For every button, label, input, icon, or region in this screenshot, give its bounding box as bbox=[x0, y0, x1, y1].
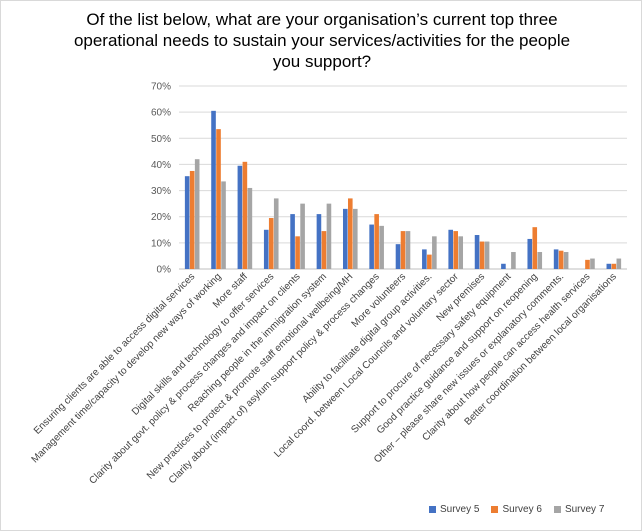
y-tick-label: 10% bbox=[151, 238, 171, 249]
bar-survey-5 bbox=[237, 165, 243, 269]
bar-survey-6 bbox=[532, 227, 538, 269]
bar-survey-7 bbox=[247, 187, 253, 269]
bar-survey-5 bbox=[553, 249, 559, 269]
legend-item-survey-6: Survey 6 bbox=[491, 504, 542, 515]
x-tick-label: Ensuring clients are able to access digi… bbox=[32, 271, 197, 436]
legend-item-survey-7: Survey 7 bbox=[553, 504, 605, 515]
y-tick-label: 40% bbox=[151, 160, 171, 171]
bar-survey-5 bbox=[316, 214, 322, 269]
bar-survey-6 bbox=[611, 263, 617, 269]
bar-survey-5 bbox=[448, 229, 454, 269]
bar-survey-6 bbox=[242, 161, 248, 269]
bar-survey-6 bbox=[558, 250, 564, 269]
legend-swatch-survey-6 bbox=[491, 506, 499, 513]
bar-survey-6 bbox=[400, 231, 406, 269]
bar-survey-6 bbox=[295, 236, 300, 269]
bar-survey-7 bbox=[458, 236, 464, 269]
legend-swatch-survey-7 bbox=[553, 506, 561, 513]
y-tick-label: 30% bbox=[151, 186, 171, 197]
y-tick-label: 60% bbox=[151, 108, 171, 119]
chart-legend: Survey 5 Survey 6 Survey 7 bbox=[429, 504, 604, 515]
bar-survey-7 bbox=[221, 181, 226, 269]
bar-survey-6 bbox=[189, 170, 195, 269]
bar-survey-7 bbox=[484, 241, 490, 269]
bar-survey-7 bbox=[616, 258, 622, 269]
chart-title: Of the list below, what are your organis… bbox=[11, 9, 633, 72]
bar-survey-5 bbox=[395, 244, 401, 269]
bar-survey-6 bbox=[374, 214, 379, 269]
bar-survey-7 bbox=[405, 231, 411, 269]
bar-survey-7 bbox=[432, 236, 437, 269]
legend-label-survey-7: Survey 7 bbox=[564, 504, 605, 515]
bar-survey-7 bbox=[326, 203, 332, 269]
chart-title-line-1: Of the list below, what are your organis… bbox=[86, 10, 558, 29]
y-tick-label: 50% bbox=[151, 134, 171, 145]
y-tick-label: 20% bbox=[151, 212, 171, 223]
bar-survey-5 bbox=[422, 249, 427, 269]
bar-survey-7 bbox=[300, 203, 305, 269]
bar-survey-7 bbox=[537, 252, 543, 269]
bar-survey-7 bbox=[352, 208, 358, 269]
bar-survey-6 bbox=[453, 231, 459, 269]
bar-survey-7 bbox=[590, 258, 595, 269]
chart-title-line-2: operational needs to sustain your servic… bbox=[73, 31, 571, 50]
bar-survey-5 bbox=[342, 208, 348, 269]
bar-survey-7 bbox=[511, 252, 516, 269]
bar-survey-5 bbox=[369, 224, 374, 269]
bar-survey-5 bbox=[263, 229, 269, 269]
legend-item-survey-5: Survey 5 bbox=[429, 504, 479, 515]
bar-survey-7 bbox=[563, 252, 569, 269]
bar-survey-5 bbox=[501, 263, 506, 269]
bar-survey-5 bbox=[184, 176, 190, 269]
bar-survey-6 bbox=[427, 254, 432, 269]
y-tick-label: 70% bbox=[151, 82, 171, 93]
bar-survey-5 bbox=[527, 238, 533, 269]
bar-survey-7 bbox=[273, 198, 279, 269]
y-tick-label: 0% bbox=[157, 265, 172, 276]
bar-survey-6 bbox=[268, 218, 274, 269]
legend-swatch-survey-5 bbox=[429, 506, 436, 513]
bar-survey-5 bbox=[290, 214, 295, 269]
bar-survey-5 bbox=[474, 235, 480, 269]
legend-label-survey-6: Survey 6 bbox=[502, 504, 542, 515]
bar-survey-5 bbox=[606, 263, 612, 269]
bar-survey-7 bbox=[379, 225, 384, 269]
legend-label-survey-5: Survey 5 bbox=[440, 504, 480, 515]
bar-survey-6 bbox=[347, 198, 353, 269]
bar-survey-6 bbox=[479, 241, 485, 269]
chart-title-line-3: you support? bbox=[272, 52, 372, 71]
bar-survey-6 bbox=[321, 231, 327, 269]
bar-survey-7 bbox=[194, 159, 200, 269]
bar-survey-6 bbox=[585, 259, 590, 269]
bar-survey-5 bbox=[211, 110, 216, 269]
bar-survey-6 bbox=[216, 129, 221, 269]
